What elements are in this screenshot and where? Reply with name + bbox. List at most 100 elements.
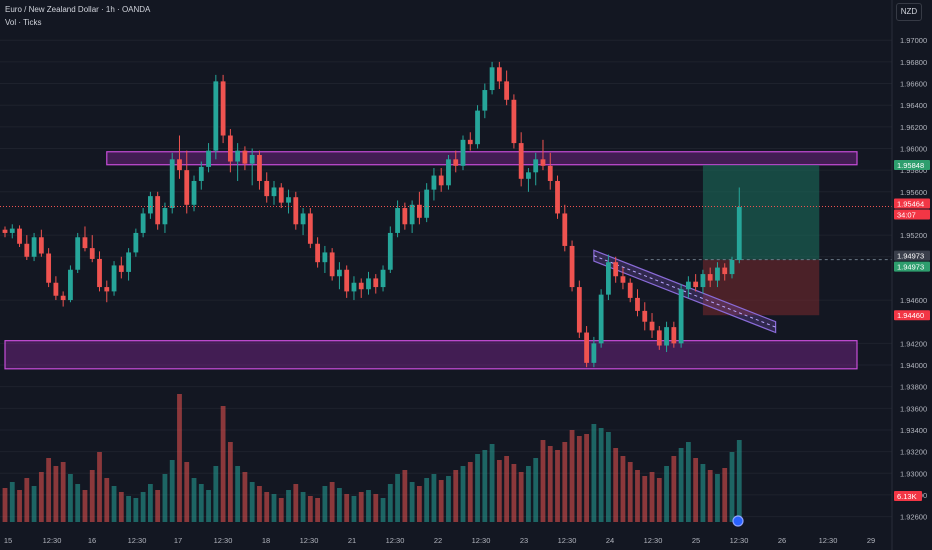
volume-bar: [82, 490, 88, 522]
candle: [111, 265, 117, 292]
candle: [344, 269, 350, 292]
volume-bar: [206, 490, 211, 522]
volume-bar: [97, 452, 102, 522]
candle: [569, 245, 575, 288]
candle: [366, 278, 371, 290]
volume-bar: [569, 430, 575, 522]
time-tick-label: 29: [867, 536, 875, 545]
volume-bar: [38, 472, 44, 522]
candle: [446, 159, 451, 186]
time-tick-label: 23: [520, 536, 528, 545]
candle: [416, 204, 422, 218]
volume-bar: [606, 432, 611, 522]
candle: [148, 196, 153, 214]
candle: [126, 252, 131, 272]
time-tick-label: 12:30: [128, 536, 147, 545]
volume-bar: [664, 466, 669, 522]
volume-bar: [140, 492, 146, 522]
volume-bar: [526, 466, 531, 522]
candle: [576, 287, 582, 333]
candle: [329, 252, 335, 277]
candle: [278, 187, 284, 203]
resistance-zone: [106, 151, 858, 166]
volume-bar: [402, 470, 408, 522]
candle: [249, 154, 255, 164]
price-tick-label: 1.93000: [900, 469, 927, 478]
volume-indicator-title[interactable]: Vol · Ticks: [5, 18, 42, 27]
candle: [387, 232, 393, 270]
time-tick-label: 25: [692, 536, 700, 545]
candle: [460, 139, 466, 166]
candle: [242, 150, 248, 164]
volume-bar: [322, 486, 328, 522]
volume-bar: [220, 406, 226, 522]
volume-bar: [198, 484, 204, 522]
volume-bar: [315, 498, 321, 522]
volume-bar: [162, 474, 168, 522]
candle: [337, 269, 342, 277]
volume-bar: [271, 494, 277, 522]
volume-bar: [2, 488, 8, 522]
candle: [213, 81, 219, 151]
time-tick-label: 21: [348, 536, 356, 545]
candle: [635, 297, 640, 311]
volume-bar: [155, 490, 161, 522]
volume-bar: [656, 478, 662, 522]
volume-bar: [89, 470, 95, 522]
volume-bar: [671, 456, 677, 522]
currency-button[interactable]: NZD: [896, 3, 922, 21]
time-tick-label: 12:30: [730, 536, 749, 545]
price-label-countdown: [894, 209, 930, 220]
candle: [351, 282, 357, 292]
candle: [504, 81, 510, 100]
price-label-text: 1.94973: [897, 252, 924, 261]
volume-bar: [380, 498, 386, 522]
candle: [118, 265, 124, 272]
time-tick-label: 15: [4, 536, 12, 545]
volume-bar: [53, 466, 59, 522]
volume-bar: [191, 478, 197, 522]
volume-bar: [24, 478, 30, 522]
time-tick-label: 17: [174, 536, 182, 545]
candle: [409, 204, 415, 225]
volume-bar: [446, 476, 451, 522]
price-label-entry: [894, 250, 930, 261]
channel-midline: [593, 255, 776, 328]
price-label-target: [894, 159, 930, 170]
volume-bar: [373, 494, 379, 522]
volume-bar: [351, 496, 357, 522]
volume-bar: [620, 456, 626, 522]
volume-bar: [489, 444, 495, 522]
candle: [707, 274, 713, 281]
candle: [293, 197, 299, 225]
candle: [53, 282, 59, 296]
candle: [598, 294, 604, 344]
candle: [162, 208, 168, 225]
volume-bar: [460, 466, 466, 522]
time-tick-label: 12:30: [300, 536, 319, 545]
candle: [97, 258, 102, 288]
volume-bar: [555, 450, 560, 522]
volume-bar: [736, 440, 742, 522]
candle: [322, 252, 328, 263]
volume-bar: [416, 486, 422, 522]
time-tick-label: 12:30: [43, 536, 62, 545]
volume-bar: [307, 496, 313, 522]
candle: [431, 175, 437, 190]
volume-bar: [504, 456, 510, 522]
candle: [184, 170, 190, 205]
symbol-title[interactable]: Euro / New Zealand Dollar · 1h · OANDA: [5, 5, 151, 14]
price-tick-label: 1.96800: [900, 58, 927, 67]
candle: [38, 237, 44, 254]
price-tick-label: 1.96400: [900, 101, 927, 110]
candle: [700, 274, 706, 288]
candle: [75, 237, 81, 270]
candle: [736, 206, 742, 261]
volume-bar: [467, 462, 473, 522]
candle: [227, 135, 233, 162]
volume-bar: [693, 458, 699, 522]
volume-bar: [642, 476, 648, 522]
volume-bar: [329, 482, 335, 522]
candle: [496, 67, 502, 82]
